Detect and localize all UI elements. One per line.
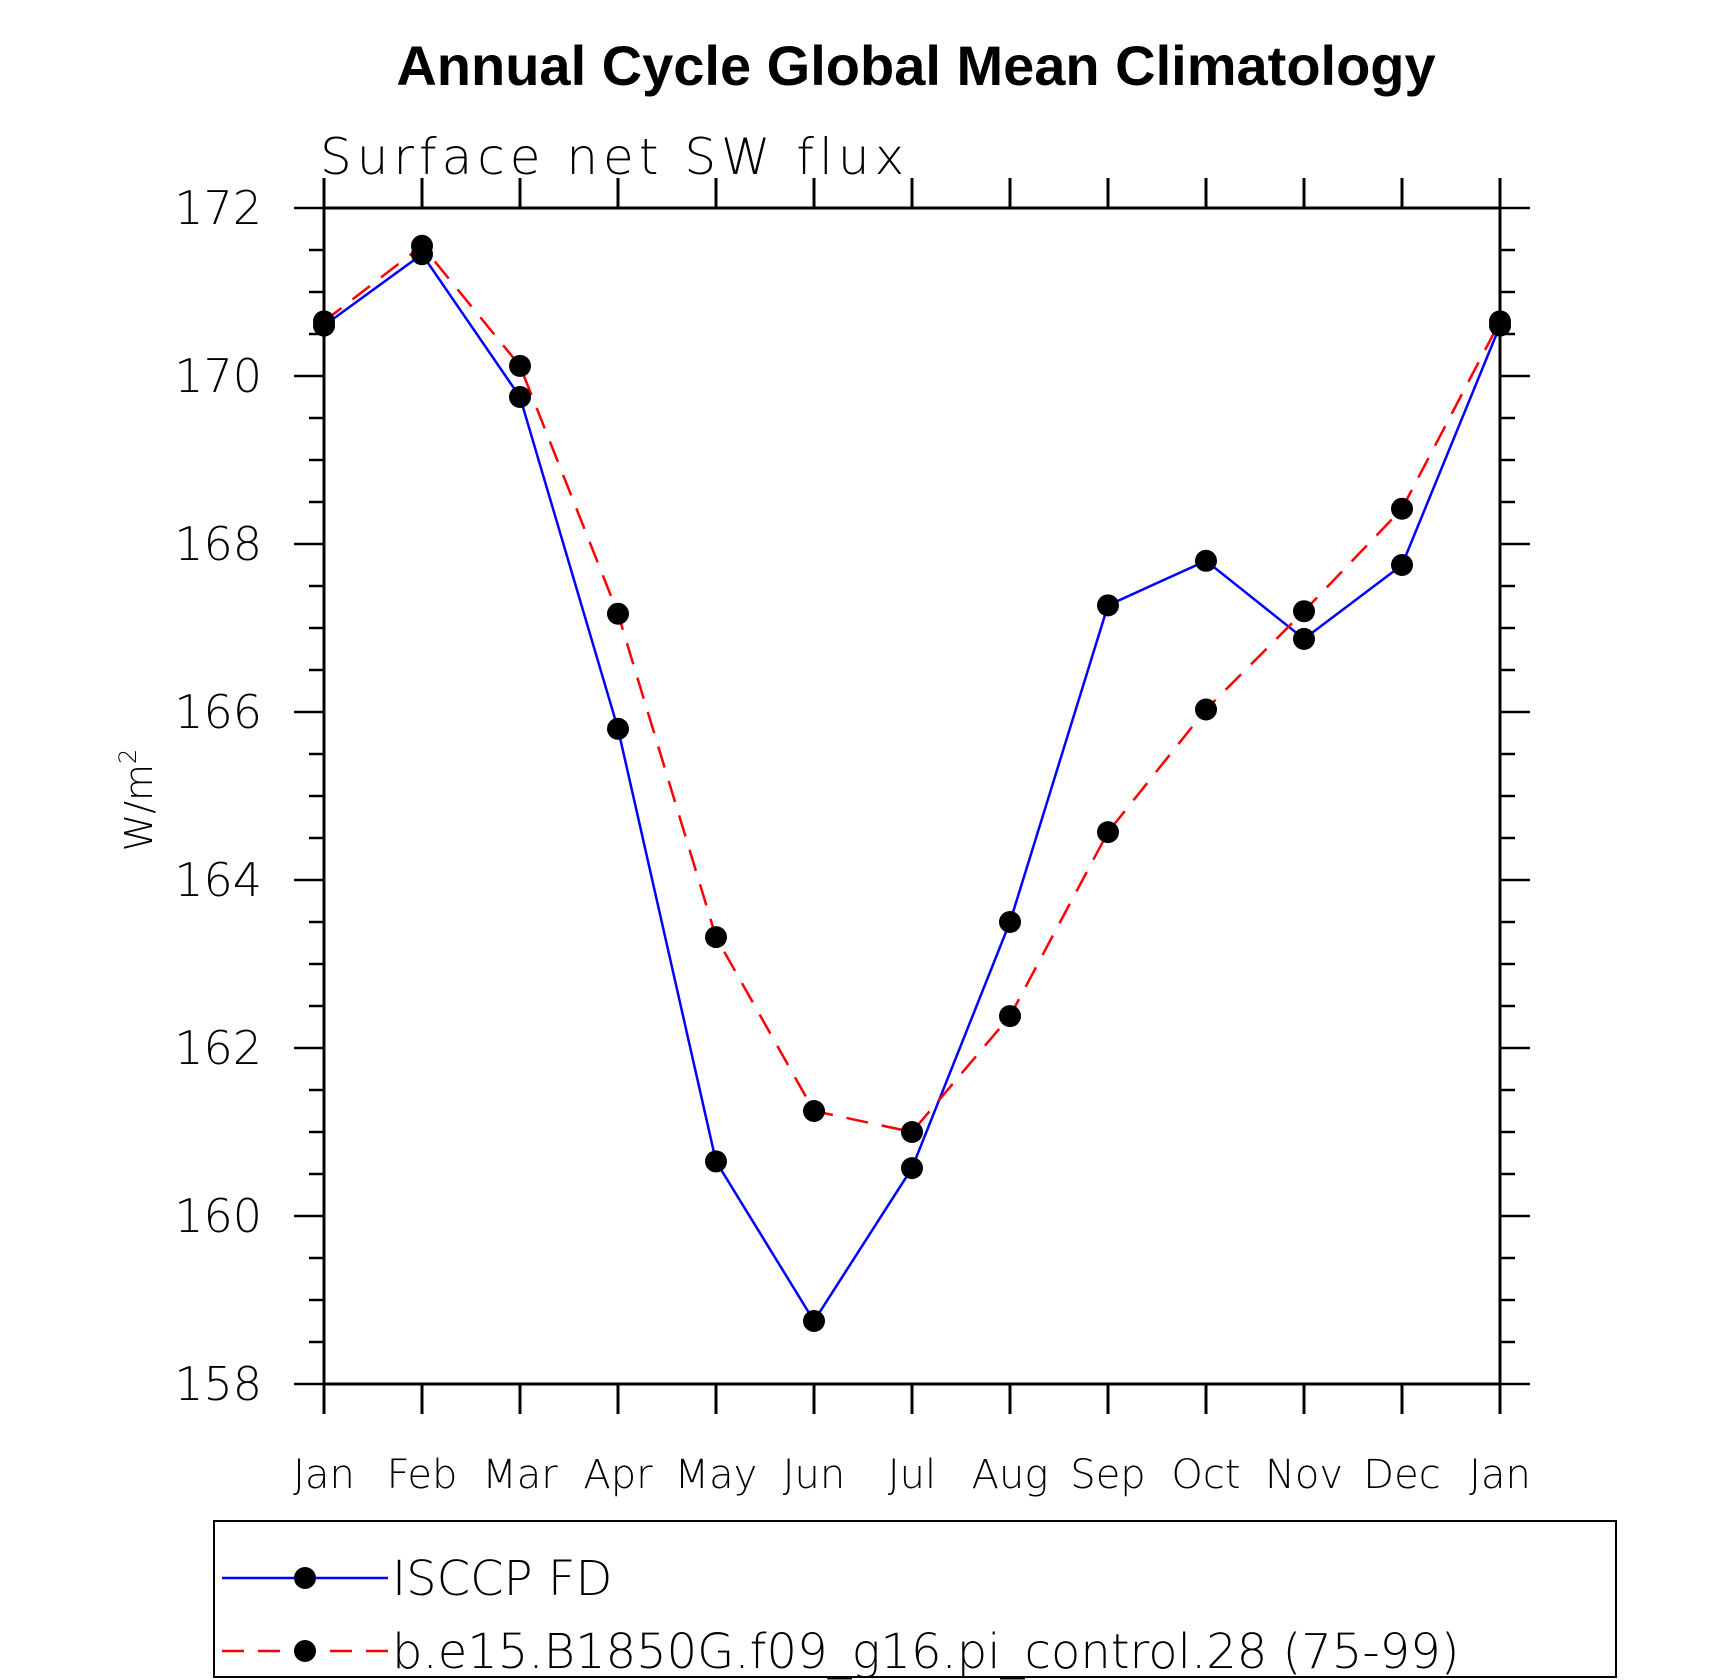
data-point-series-2	[313, 310, 335, 333]
data-point-series-1	[509, 386, 531, 408]
data-point-series-2	[509, 354, 531, 377]
chart-title: Annual Cycle Global Mean Climatology	[396, 34, 1435, 97]
legend-marker-1	[294, 1567, 316, 1589]
legend-label-1: ISCCP FD	[392, 1551, 612, 1607]
data-point-series-1	[901, 1157, 923, 1180]
x-tick-label: Feb	[387, 1452, 458, 1498]
legend: ISCCP FD b.e15.B1850G.f09_g16.pi_control.…	[213, 1520, 1617, 1680]
data-point-series-1	[1391, 554, 1413, 576]
data-point-series-1	[1097, 594, 1119, 617]
legend-marker-2	[294, 1640, 316, 1662]
x-tick-label: Jun	[783, 1452, 846, 1498]
data-point-series-2	[1391, 497, 1413, 520]
data-point-series-1	[607, 717, 629, 740]
x-tick-label: Jan	[1469, 1452, 1531, 1498]
data-point-series-1	[1195, 549, 1217, 572]
x-tick-label: Dec	[1363, 1452, 1440, 1498]
plot-area: 158 160 162 164 166 168 170 172 Jan Feb Mar Apr May J…	[174, 178, 1531, 1498]
data-point-series-2	[901, 1121, 923, 1143]
data-point-series-1	[1293, 627, 1315, 650]
x-tick-label: Sep	[1070, 1452, 1145, 1498]
series-line-2	[323, 244, 1502, 1134]
y-tick-label: 170	[174, 349, 262, 403]
x-tick-label: Aug	[972, 1452, 1049, 1498]
data-point-series-2	[803, 1100, 825, 1122]
y-tick-label: 164	[174, 853, 262, 907]
y-axis-label-text: W/m	[117, 764, 161, 851]
y-tick-label: 160	[174, 1189, 262, 1243]
y-tick-label: 162	[174, 1021, 262, 1075]
data-point-series-2	[607, 602, 629, 625]
data-point-series-2	[1293, 600, 1315, 623]
data-point-series-1	[803, 1310, 825, 1332]
legend-label-2: b.e15.B1850G.f09_g16.pi_control.28 (75-9…	[392, 1624, 1459, 1680]
data-point-series-2	[999, 1005, 1021, 1028]
chart-subtitle: Surface net SW flux	[320, 128, 909, 186]
x-tick-label: Jul	[888, 1452, 936, 1498]
x-tick-label: May	[675, 1452, 758, 1498]
x-tick-label: Mar	[482, 1452, 558, 1498]
x-tick-label: Jan	[293, 1452, 355, 1498]
data-point-series-2	[705, 926, 727, 949]
y-tick-label: 168	[174, 517, 262, 571]
data-point-series-1	[705, 1150, 727, 1173]
y-tick-label: 172	[174, 181, 262, 235]
svg-text:W/m2: W/m2	[114, 749, 161, 852]
data-point-series-2	[1489, 310, 1511, 333]
legend-box	[213, 1520, 1617, 1678]
y-axis-label-superscript: 2	[114, 749, 142, 764]
x-tick-label: Oct	[1171, 1452, 1240, 1498]
x-tick-label: Apr	[583, 1452, 653, 1498]
data-point-series-2	[1097, 821, 1119, 844]
data-point-series-1	[999, 911, 1021, 933]
y-axis-label: W/m2	[114, 749, 161, 852]
y-tick-label: 158	[174, 1357, 262, 1411]
data-point-series-2	[1195, 698, 1217, 721]
plot-frame	[322, 206, 1502, 1386]
x-tick-label: Nov	[1265, 1452, 1343, 1498]
data-point-series-2	[411, 234, 433, 257]
y-tick-label: 166	[174, 685, 262, 739]
